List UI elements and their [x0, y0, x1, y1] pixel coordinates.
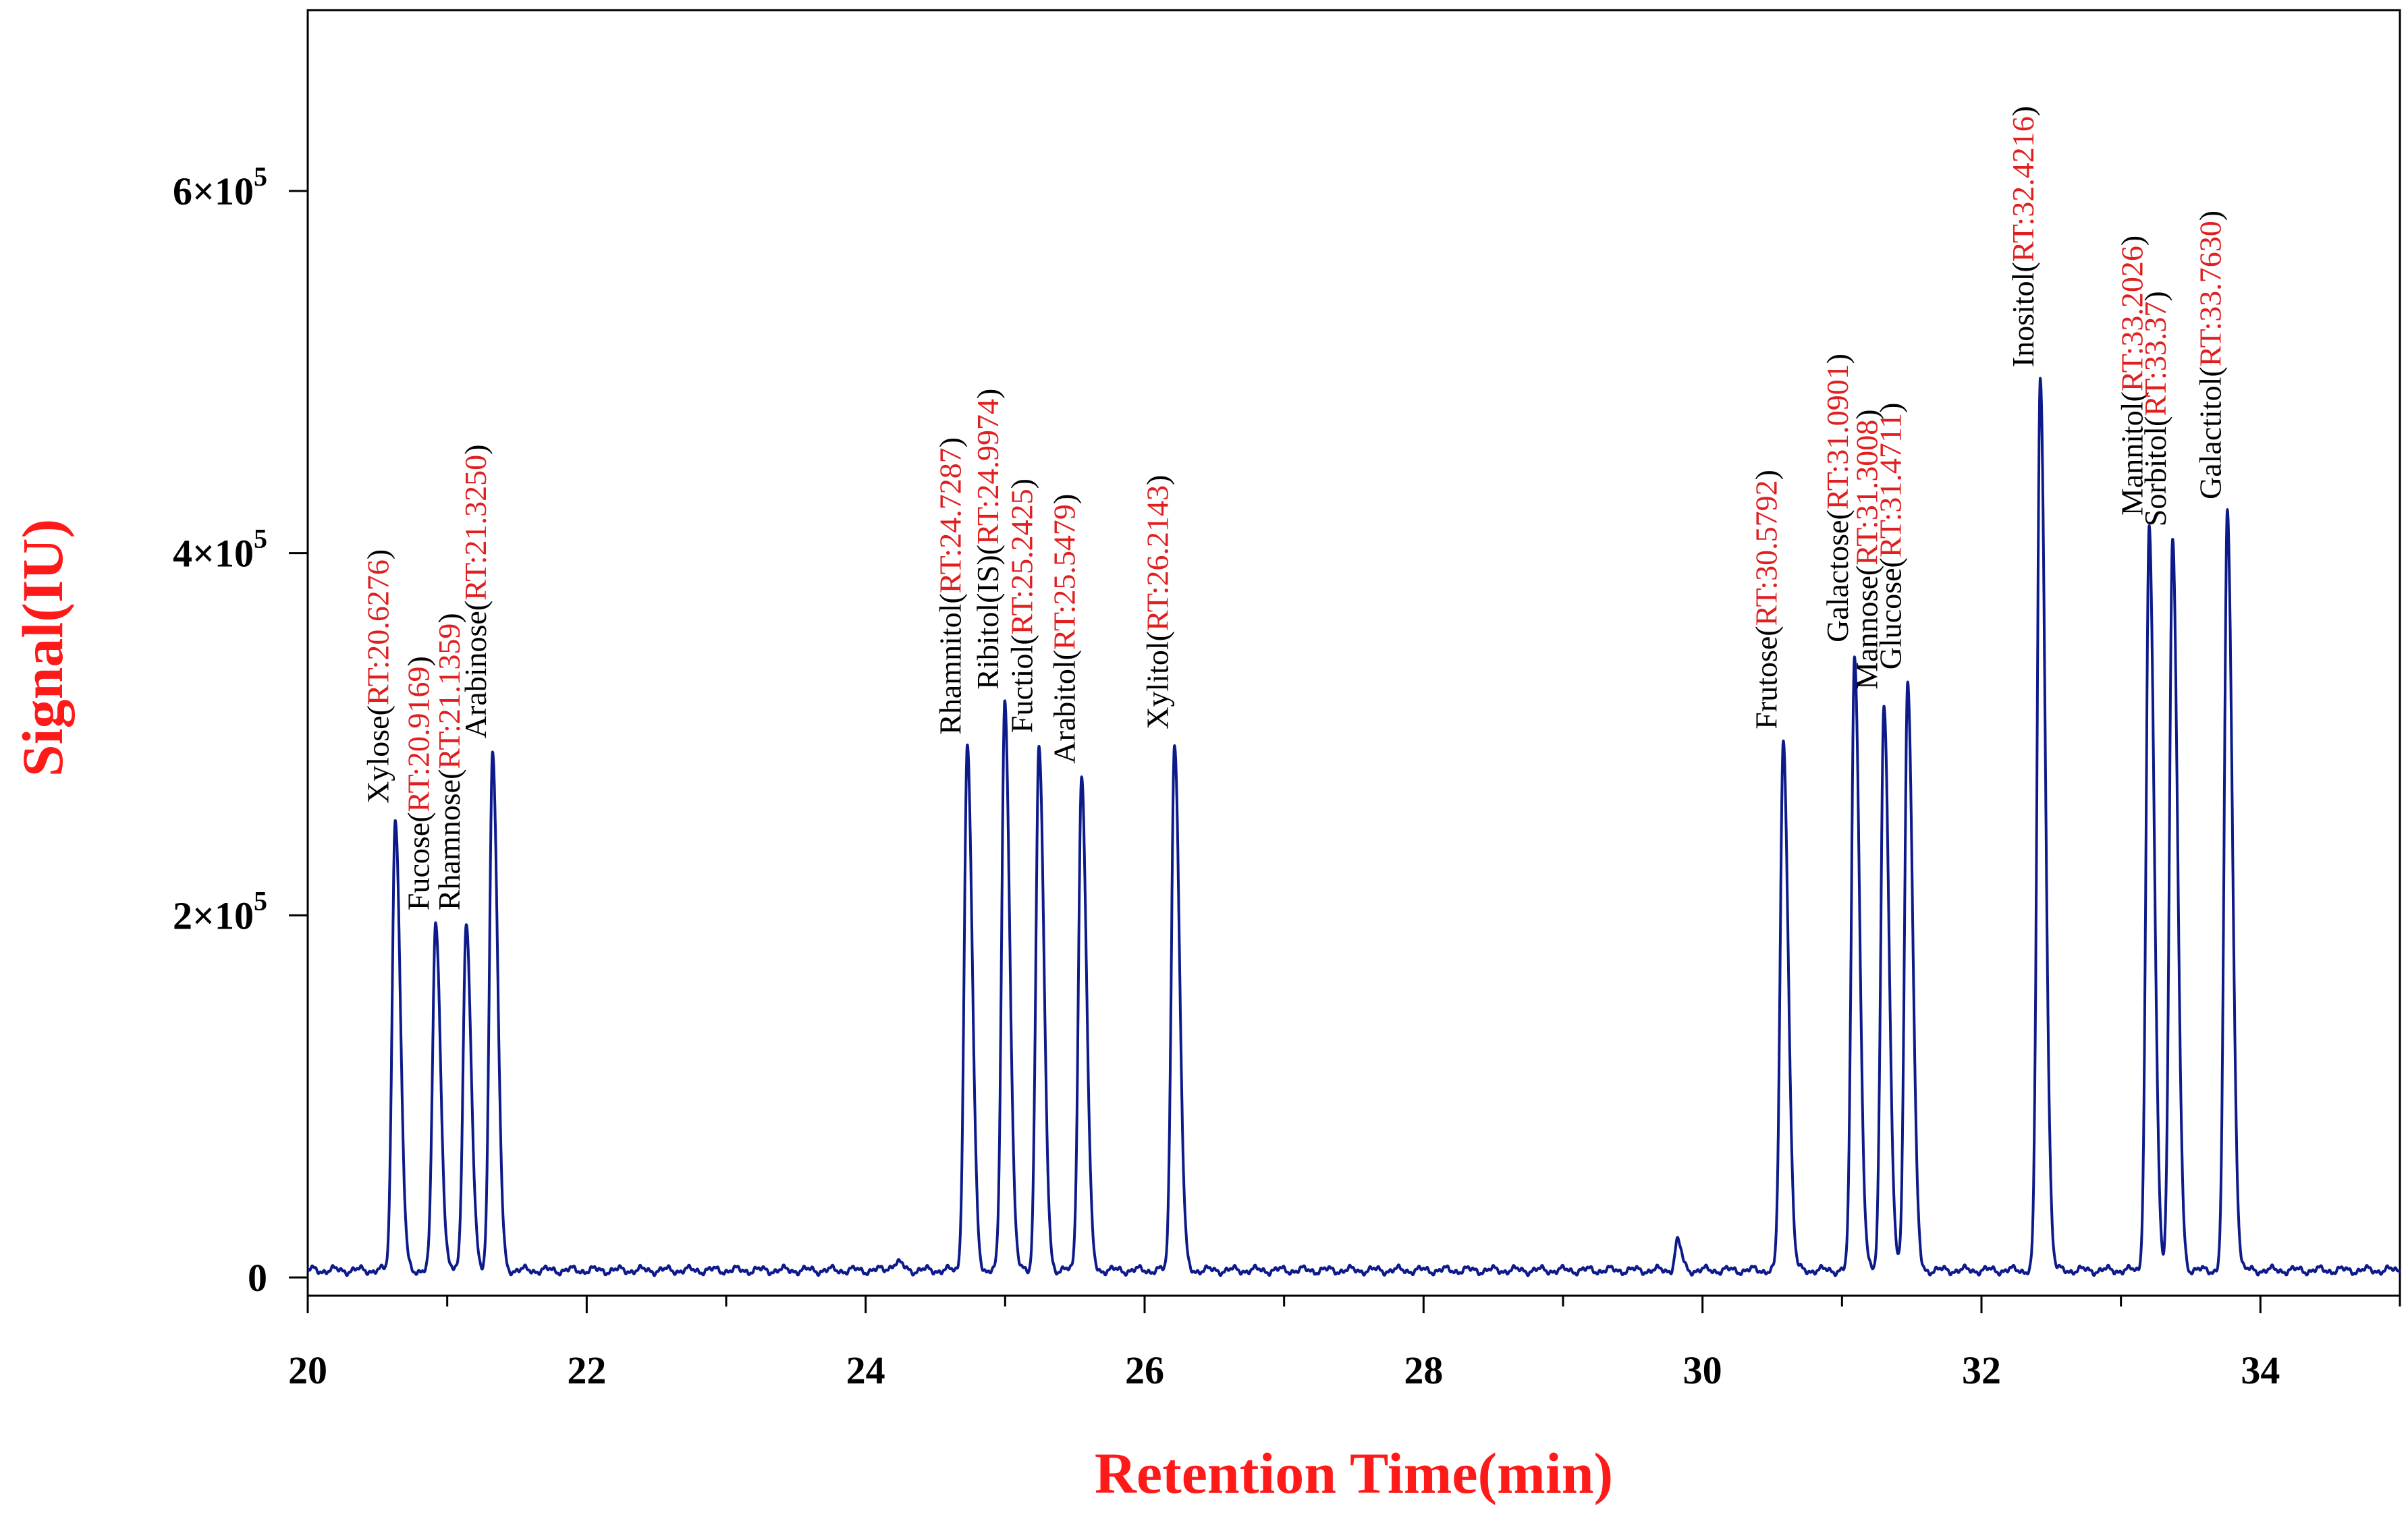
- peak-label: Galactose(RT:31.0901): [1820, 354, 1855, 642]
- x-axis-title: Retention Time(min): [1095, 1441, 1613, 1506]
- peak-labels: Xylose(RT:20.6276)Fucose(RT:20.9169)Rham…: [361, 106, 2228, 910]
- peak-label: Ribitol(IS)(RT:24.9974): [970, 389, 1005, 690]
- x-axis-ticks: 20 22 24 26 28 30 32 34: [288, 1296, 2401, 1392]
- y-tick-label: 6×105: [173, 161, 267, 213]
- peak-label: Arabitol(RT:25.5479): [1047, 494, 1082, 764]
- peak-label: Glucose(RT:31.4711): [1873, 402, 1908, 669]
- peak-label: Xylitol(RT:26.2143): [1140, 475, 1174, 730]
- x-tick-label: 30: [1683, 1348, 1722, 1392]
- x-tick-label: 22: [567, 1348, 606, 1392]
- peak-label: Arabinose(RT:21.3250): [458, 444, 493, 738]
- peak-label: Sorbitol(RT:33.37): [2138, 291, 2172, 526]
- x-tick-label: 26: [1125, 1348, 1164, 1392]
- y-axis-ticks: 0 2×105 4×105 6×105: [173, 161, 308, 1300]
- peak-label: Mannose(RT:31.3008): [1850, 409, 1884, 689]
- peak-label: Inositol(RT:32.4216): [2006, 106, 2040, 367]
- peak-label: Fuctiol(RT:25.2425): [1004, 478, 1039, 733]
- y-axis-title: Signal(IU): [10, 519, 75, 777]
- peak-label: Rhamnitol(RT:24.7287): [933, 437, 967, 735]
- plot-frame: [306, 9, 2401, 1297]
- y-tick-label: 4×105: [173, 524, 267, 576]
- peak-label: Galactitol(RT:33.7630): [2193, 211, 2227, 499]
- x-tick-label: 20: [288, 1348, 327, 1392]
- x-tick-label: 34: [2241, 1348, 2280, 1392]
- x-tick-label: 24: [846, 1348, 885, 1392]
- peak-label: Frutose(RT:30.5792): [1749, 470, 1783, 730]
- peak-label: Mannitol(RT:33.2026): [2115, 236, 2150, 516]
- x-tick-label: 28: [1404, 1348, 1443, 1392]
- y-tick-label: 0: [248, 1256, 267, 1300]
- x-tick-label: 32: [1962, 1348, 2001, 1392]
- peak-label: Rhamnose(RT:21.1359): [432, 613, 466, 910]
- peak-label: Fucose(RT:20.9169): [402, 656, 436, 910]
- y-tick-label: 2×105: [173, 885, 267, 937]
- peak-label: Xylose(RT:20.6276): [361, 549, 395, 804]
- signal-trace: [306, 377, 2401, 1277]
